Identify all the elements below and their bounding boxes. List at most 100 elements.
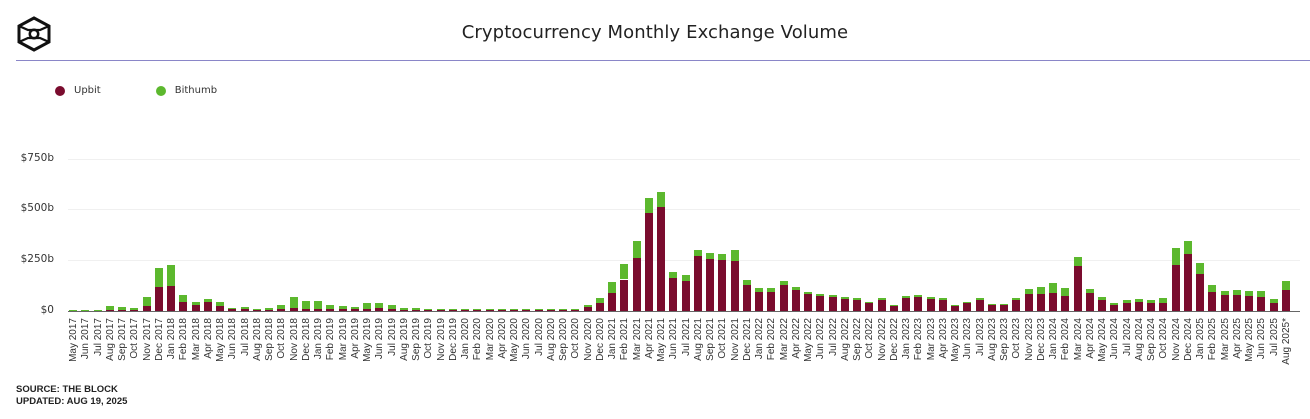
bar-upbit[interactable] xyxy=(595,302,604,311)
bar-bithumb[interactable] xyxy=(510,309,519,310)
bar-upbit[interactable] xyxy=(657,207,666,311)
bar-bithumb[interactable] xyxy=(693,250,702,257)
bar-upbit[interactable] xyxy=(669,278,678,311)
bar-upbit[interactable] xyxy=(252,310,261,311)
bar-upbit[interactable] xyxy=(203,302,212,311)
bar-upbit[interactable] xyxy=(399,309,408,311)
bar-upbit[interactable] xyxy=(620,279,629,311)
bar-upbit[interactable] xyxy=(987,304,996,311)
bar-upbit[interactable] xyxy=(1171,265,1180,311)
bar-upbit[interactable] xyxy=(742,284,751,311)
bar-upbit[interactable] xyxy=(265,309,274,311)
bar-bithumb[interactable] xyxy=(1122,299,1131,303)
bar-bithumb[interactable] xyxy=(473,308,482,310)
bar-upbit[interactable] xyxy=(375,307,384,311)
bar-upbit[interactable] xyxy=(510,310,519,311)
bar-upbit[interactable] xyxy=(828,296,837,311)
bar-bithumb[interactable] xyxy=(179,294,188,302)
bar-bithumb[interactable] xyxy=(1183,240,1192,255)
bar-upbit[interactable] xyxy=(718,260,727,311)
bar-bithumb[interactable] xyxy=(902,295,911,298)
bar-upbit[interactable] xyxy=(1220,294,1229,311)
bar-upbit[interactable] xyxy=(412,309,421,311)
bar-upbit[interactable] xyxy=(387,308,396,311)
bar-upbit[interactable] xyxy=(179,301,188,311)
bar-upbit[interactable] xyxy=(938,299,947,311)
bar-upbit[interactable] xyxy=(191,304,200,311)
bar-upbit[interactable] xyxy=(1282,289,1290,311)
bar-bithumb[interactable] xyxy=(1024,288,1033,294)
bar-bithumb[interactable] xyxy=(779,280,788,285)
bar-upbit[interactable] xyxy=(118,310,126,311)
bar-bithumb[interactable] xyxy=(350,306,359,310)
bar-upbit[interactable] xyxy=(644,213,653,311)
bar-bithumb[interactable] xyxy=(853,298,862,300)
bar-upbit[interactable] xyxy=(350,309,359,311)
bar-bithumb[interactable] xyxy=(877,297,886,300)
bar-bithumb[interactable] xyxy=(93,309,102,311)
bar-bithumb[interactable] xyxy=(277,304,286,309)
bar-bithumb[interactable] xyxy=(424,308,433,310)
bar-bithumb[interactable] xyxy=(1282,280,1290,290)
bar-bithumb[interactable] xyxy=(571,308,580,310)
bar-bithumb[interactable] xyxy=(1061,287,1070,296)
bar-upbit[interactable] xyxy=(889,305,898,311)
bar-bithumb[interactable] xyxy=(301,300,310,309)
bar-upbit[interactable] xyxy=(632,258,641,311)
bar-bithumb[interactable] xyxy=(1220,290,1229,295)
bar-upbit[interactable] xyxy=(926,298,935,311)
bar-bithumb[interactable] xyxy=(840,296,849,299)
bar-bithumb[interactable] xyxy=(1073,257,1082,267)
bar-bithumb[interactable] xyxy=(620,264,629,280)
bar-upbit[interactable] xyxy=(473,309,482,311)
bar-upbit[interactable] xyxy=(1257,296,1266,311)
bar-upbit[interactable] xyxy=(240,309,249,311)
bar-bithumb[interactable] xyxy=(436,309,445,310)
bar-upbit[interactable] xyxy=(228,309,237,311)
bar-bithumb[interactable] xyxy=(1208,284,1217,292)
bar-bithumb[interactable] xyxy=(375,302,384,308)
bar-bithumb[interactable] xyxy=(730,250,739,262)
bar-upbit[interactable] xyxy=(804,294,813,311)
bar-bithumb[interactable] xyxy=(69,310,77,311)
bar-bithumb[interactable] xyxy=(130,307,139,310)
bar-bithumb[interactable] xyxy=(289,296,298,308)
bar-bithumb[interactable] xyxy=(497,309,506,310)
bar-upbit[interactable] xyxy=(314,308,323,311)
bar-bithumb[interactable] xyxy=(706,253,715,260)
bar-upbit[interactable] xyxy=(755,291,764,311)
bar-bithumb[interactable] xyxy=(412,307,421,310)
bar-upbit[interactable] xyxy=(877,299,886,311)
bar-upbit[interactable] xyxy=(142,305,151,311)
bar-upbit[interactable] xyxy=(681,280,690,311)
bar-bithumb[interactable] xyxy=(559,308,568,310)
bar-bithumb[interactable] xyxy=(1147,299,1156,303)
bar-upbit[interactable] xyxy=(1073,266,1082,311)
bar-upbit[interactable] xyxy=(791,289,800,311)
bar-upbit[interactable] xyxy=(571,310,580,311)
bar-upbit[interactable] xyxy=(338,308,347,311)
bar-upbit[interactable] xyxy=(902,297,911,311)
bar-upbit[interactable] xyxy=(497,310,506,311)
bar-upbit[interactable] xyxy=(1098,299,1107,311)
bar-upbit[interactable] xyxy=(1269,302,1278,311)
bar-upbit[interactable] xyxy=(326,309,335,311)
bar-bithumb[interactable] xyxy=(1049,282,1058,293)
bar-upbit[interactable] xyxy=(1110,304,1119,311)
bar-bithumb[interactable] xyxy=(265,307,274,310)
bar-upbit[interactable] xyxy=(522,310,531,311)
bar-upbit[interactable] xyxy=(583,306,592,311)
bar-bithumb[interactable] xyxy=(742,279,751,285)
bar-bithumb[interactable] xyxy=(804,292,813,295)
bar-upbit[interactable] xyxy=(1000,304,1009,311)
bar-upbit[interactable] xyxy=(853,299,862,311)
bar-bithumb[interactable] xyxy=(485,308,494,310)
bar-upbit[interactable] xyxy=(816,295,825,311)
bar-bithumb[interactable] xyxy=(326,305,335,310)
bar-bithumb[interactable] xyxy=(363,303,372,309)
bar-bithumb[interactable] xyxy=(105,305,114,310)
bar-bithumb[interactable] xyxy=(1232,290,1241,295)
bar-bithumb[interactable] xyxy=(203,298,212,303)
bar-upbit[interactable] xyxy=(1147,302,1156,311)
bar-bithumb[interactable] xyxy=(681,275,690,281)
